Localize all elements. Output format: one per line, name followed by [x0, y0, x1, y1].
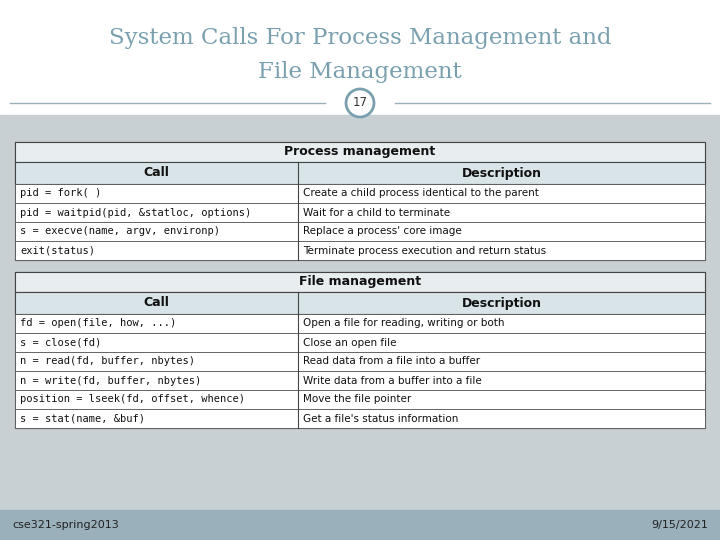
Bar — [15, 184, 705, 203]
Text: position = lseek(fd, offset, whence): position = lseek(fd, offset, whence) — [20, 395, 245, 404]
Bar — [15, 222, 705, 241]
Text: s = close(fd): s = close(fd) — [20, 338, 102, 348]
Text: pid = waitpid(pid, &statloc, options): pid = waitpid(pid, &statloc, options) — [20, 207, 251, 218]
Text: n = write(fd, buffer, nbytes): n = write(fd, buffer, nbytes) — [20, 375, 202, 386]
Bar — [0, 510, 720, 540]
Text: File management: File management — [299, 275, 421, 288]
Bar — [15, 409, 705, 428]
Text: exit(status): exit(status) — [20, 246, 95, 255]
Bar — [15, 352, 705, 371]
Circle shape — [346, 89, 374, 117]
Text: fd = open(file, how, ...): fd = open(file, how, ...) — [20, 319, 176, 328]
Bar — [15, 314, 705, 333]
Bar — [15, 142, 705, 162]
Text: pid = fork( ): pid = fork( ) — [20, 188, 102, 199]
Text: cse321-spring2013: cse321-spring2013 — [12, 520, 119, 530]
Text: n = read(fd, buffer, nbytes): n = read(fd, buffer, nbytes) — [20, 356, 195, 367]
Text: 17: 17 — [353, 97, 367, 110]
Text: Call: Call — [143, 296, 169, 309]
Text: Wait for a child to terminate: Wait for a child to terminate — [303, 207, 450, 218]
Text: s = execve(name, argv, environp): s = execve(name, argv, environp) — [20, 226, 220, 237]
Text: Description: Description — [462, 296, 541, 309]
Text: Replace a process' core image: Replace a process' core image — [303, 226, 462, 237]
Bar — [0, 115, 720, 133]
Bar — [0, 0, 720, 115]
Bar — [15, 272, 705, 292]
Text: Terminate process execution and return status: Terminate process execution and return s… — [303, 246, 546, 255]
Text: File Management: File Management — [258, 61, 462, 83]
Bar — [15, 272, 705, 428]
Bar — [15, 203, 705, 222]
Text: System Calls For Process Management and: System Calls For Process Management and — [109, 27, 611, 49]
Text: 9/15/2021: 9/15/2021 — [651, 520, 708, 530]
Text: s = stat(name, &buf): s = stat(name, &buf) — [20, 414, 145, 423]
Bar — [15, 371, 705, 390]
Bar — [15, 390, 705, 409]
Bar — [15, 292, 705, 314]
Text: Close an open file: Close an open file — [303, 338, 397, 348]
Text: Move the file pointer: Move the file pointer — [303, 395, 411, 404]
Bar — [15, 333, 705, 352]
Text: Create a child process identical to the parent: Create a child process identical to the … — [303, 188, 539, 199]
Text: Write data from a buffer into a file: Write data from a buffer into a file — [303, 375, 482, 386]
Text: Open a file for reading, writing or both: Open a file for reading, writing or both — [303, 319, 505, 328]
Text: Get a file's status information: Get a file's status information — [303, 414, 458, 423]
Text: Read data from a file into a buffer: Read data from a file into a buffer — [303, 356, 480, 367]
Text: Process management: Process management — [284, 145, 436, 159]
Bar — [15, 142, 705, 260]
Bar — [15, 241, 705, 260]
Text: Call: Call — [143, 166, 169, 179]
Bar — [15, 162, 705, 184]
Text: Description: Description — [462, 166, 541, 179]
